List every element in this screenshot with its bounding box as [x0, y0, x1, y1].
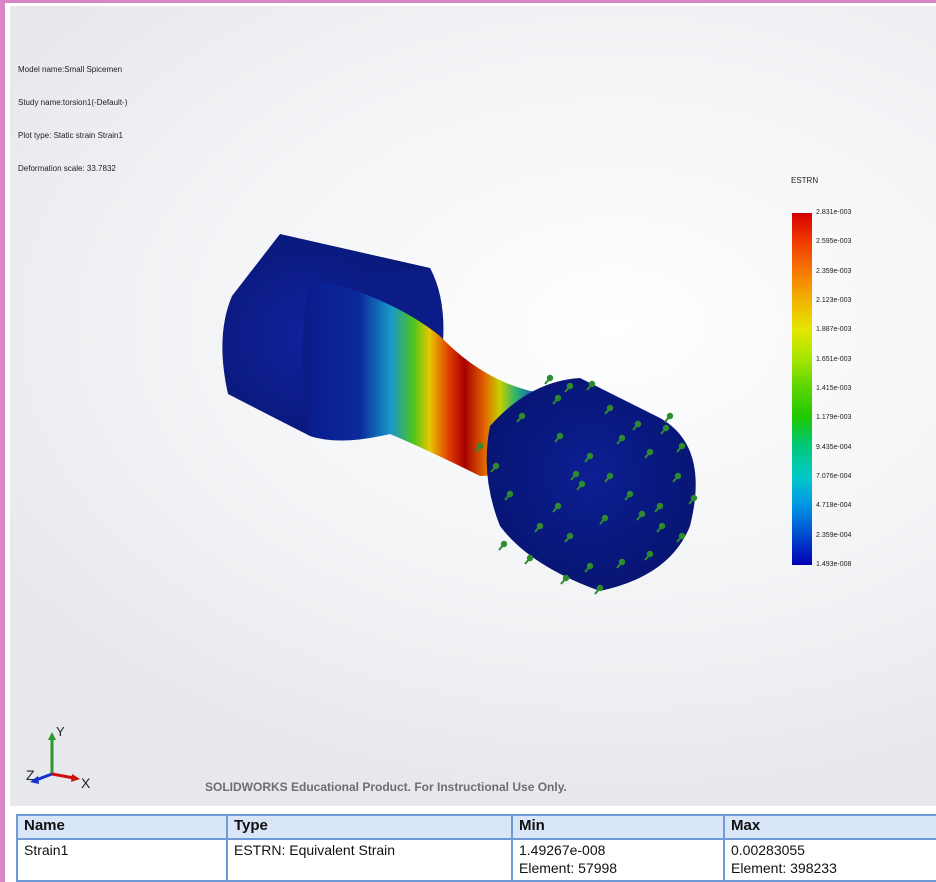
triad-x-label: X: [81, 775, 91, 791]
header-name: Name: [16, 814, 228, 840]
legend-label: 2.359e-004: [816, 531, 852, 539]
deformation-scale-label: Deformation scale: 33.7832: [18, 164, 116, 173]
fixture-arrow-head: [618, 434, 626, 442]
fixture-arrow-head: [646, 550, 654, 558]
legend-label: 1.493e-008: [816, 561, 852, 568]
max-element: Element: 398233: [731, 860, 837, 876]
triad-z-label: Z: [26, 767, 35, 783]
fixture-arrow-head: [662, 424, 670, 432]
fixture-arrow-head: [674, 472, 682, 480]
header-min: Min: [511, 814, 725, 840]
max-value: 0.00283055: [731, 842, 805, 858]
fixture-arrow-head: [606, 404, 614, 412]
legend-label: 1.415e-003: [816, 385, 852, 392]
fixture-arrow-head: [536, 522, 544, 530]
result-name: Strain1: [24, 842, 69, 858]
legend-label: 2.831e-003: [816, 209, 852, 216]
strain-legend: ESTRN 2.831e-003 2.595e-003 2.359e-003 2.12…: [785, 176, 895, 576]
cell-max: 0.00283055 Element: 398233: [723, 838, 936, 882]
fixture-arrow-head: [601, 514, 609, 522]
table-header-row: Name Type Min Max: [16, 814, 936, 840]
legend-title: ESTRN: [791, 176, 819, 185]
fixture-arrow-head: [634, 420, 642, 428]
fixture-arrow-head: [554, 394, 562, 402]
fixture-arrow-head: [588, 380, 596, 388]
fixture-arrow-head: [566, 532, 574, 540]
legend-label: 1.887e-003: [816, 326, 852, 334]
right-grip-body: [486, 378, 696, 591]
fixture-arrow-head: [656, 502, 664, 510]
fixture-arrow-head: [518, 412, 526, 420]
model-name-label: Model name:Small Spicemen: [18, 65, 123, 74]
specimen-model[interactable]: [10, 6, 936, 806]
result-type: ESTRN: Equivalent Strain: [234, 842, 396, 858]
cell-name: Strain1: [16, 838, 228, 882]
legend-label: 1.651e-003: [816, 355, 852, 363]
cell-type: ESTRN: Equivalent Strain: [226, 838, 513, 882]
model-info-block: Model name:Small Spicemen Study name:tor…: [18, 42, 127, 196]
plot-type-label: Plot type: Static strain Strain1: [18, 131, 123, 140]
fixture-arrow-head: [606, 472, 614, 480]
fixture-arrow-head: [526, 554, 534, 562]
fixture-arrow-head: [554, 502, 562, 510]
fixture-markers: [474, 374, 698, 595]
fixture-arrow-head: [492, 462, 500, 470]
fixture-arrow-head: [572, 470, 580, 478]
fixture-arrow-head: [666, 412, 674, 420]
fixture-arrow-head: [586, 562, 594, 570]
fixture-arrow-head: [678, 442, 686, 450]
legend-label: 7.076e-004: [816, 473, 852, 480]
fixture-arrow-head: [646, 448, 654, 456]
fixture-arrow-head: [618, 558, 626, 566]
legend-color-bar: [792, 213, 812, 565]
legend-label: 4.718e-004: [816, 502, 852, 510]
fixture-arrow-head: [578, 480, 586, 488]
cell-min: 1.49267e-008 Element: 57998: [511, 838, 725, 882]
fixture-arrow-head: [678, 532, 686, 540]
fixture-arrow-head: [638, 510, 646, 518]
legend-label: 2.595e-003: [816, 238, 852, 246]
triad-y-label: Y: [56, 724, 65, 739]
legend-label: 2.359e-003: [816, 267, 852, 275]
fixture-arrow-head: [586, 452, 594, 460]
fixture-arrow-head: [596, 584, 604, 592]
fixture-arrow-head: [500, 540, 508, 548]
graphics-viewport[interactable]: Model name:Small Spicemen Study name:tor…: [10, 6, 936, 806]
fixture-arrow-head: [476, 442, 484, 450]
fixture-arrow-head: [506, 490, 514, 498]
fixture-arrow-head: [626, 490, 634, 498]
table-row: Strain1 ESTRN: Equivalent Strain 1.49267…: [16, 838, 936, 882]
fixture-arrow-head: [546, 374, 554, 382]
fixture-arrow-head: [556, 432, 564, 440]
min-value: 1.49267e-008: [519, 842, 606, 858]
min-element: Element: 57998: [519, 860, 618, 876]
fixture-arrow-head: [658, 522, 666, 530]
fixture-arrow-head: [690, 494, 698, 502]
legend-label: 2.123e-003: [816, 297, 852, 304]
legend-label: 9.435e-004: [816, 443, 852, 451]
results-table: Name Type Min Max Strain1 ESTRN: Equival…: [16, 814, 936, 882]
educational-watermark: SOLIDWORKS Educational Product. For Inst…: [205, 780, 567, 794]
study-name-label: Study name:torsion1(-Default-): [18, 98, 128, 107]
legend-label: 1.179e-003: [816, 414, 852, 422]
header-type: Type: [226, 814, 513, 840]
fixture-arrow-head: [562, 574, 570, 582]
header-max: Max: [723, 814, 936, 840]
fixture-arrow-head: [566, 382, 574, 390]
axis-triad: Y X Z: [26, 724, 91, 791]
